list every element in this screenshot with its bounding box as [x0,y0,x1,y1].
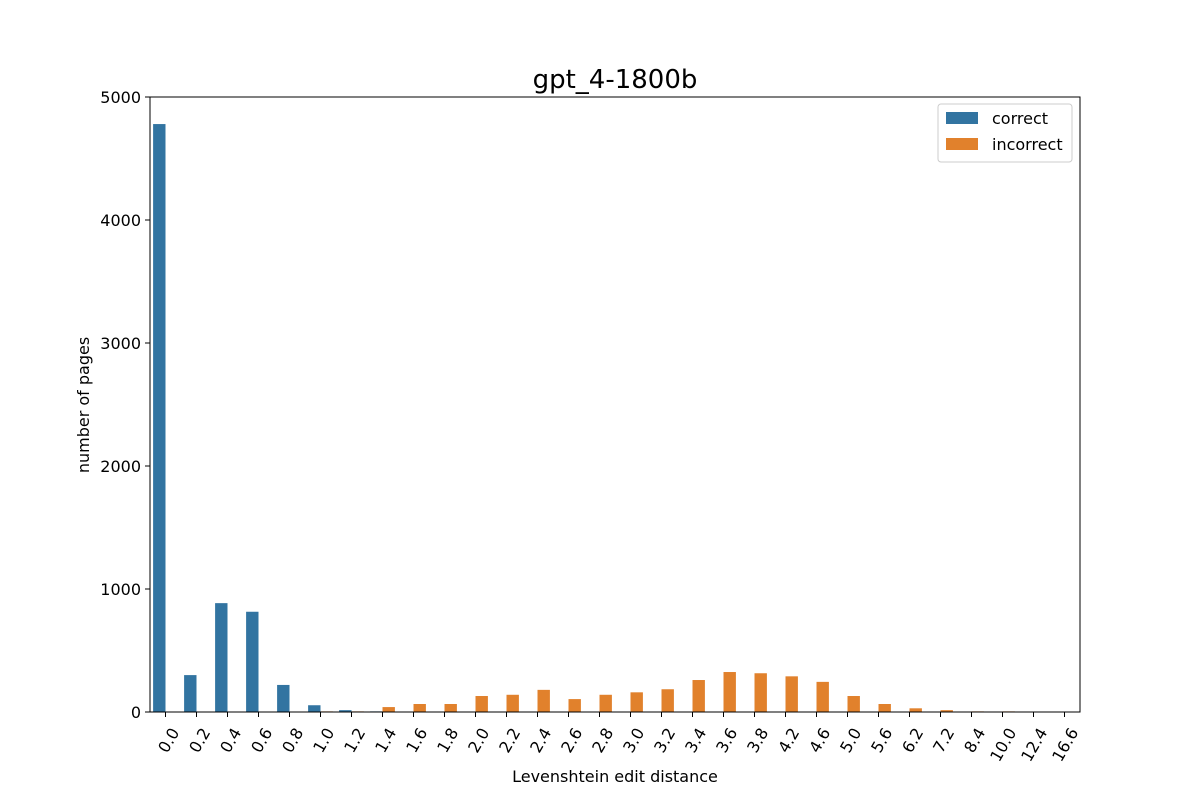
chart-title: gpt_4-1800b [533,65,698,95]
bar-incorrect-2-6 [568,699,581,712]
bar-incorrect-1-8 [444,704,457,712]
legend: correct incorrect [937,103,1073,163]
bar-incorrect-1-6 [413,704,426,712]
bars-group [153,124,1015,712]
x-tick-label: 3.4 [681,725,710,757]
x-tick-label: 8.4 [960,725,989,757]
legend-label-correct: correct [992,109,1048,128]
x-tick-label: 1.0 [309,725,338,757]
y-axis: 0 1000 2000 3000 4000 5000 [100,88,150,722]
y-tick-label: 1000 [100,580,141,599]
x-tick-label: 2.8 [588,725,617,757]
x-tick-label: 7.2 [929,725,958,757]
x-tick-label: 3.2 [650,725,679,757]
bar-incorrect-1-4 [382,707,395,712]
x-axis-label: Levenshtein edit distance [512,767,718,786]
x-tick-label: 0.8 [278,725,307,757]
x-tick-label: 12.4 [1017,725,1051,765]
legend-swatch-incorrect [946,138,978,150]
bar-incorrect-3-6 [723,672,736,712]
x-tick-label: 10.0 [986,725,1020,765]
x-tick-label: 16.6 [1048,725,1082,765]
bar-correct-0-0 [153,124,166,712]
bar-incorrect-3-8 [754,673,767,712]
bar-incorrect-4-6 [816,681,829,712]
x-tick-label: 0.2 [185,725,214,757]
x-tick-label: 0.4 [216,725,245,757]
bar-correct-1-2 [339,710,352,712]
y-tick-label: 5000 [100,88,141,107]
x-tick-label: 6.2 [898,725,927,757]
y-tick-label: 0 [131,703,141,722]
bar-incorrect-4-2 [785,676,798,712]
x-tick-label: 1.2 [340,725,369,757]
y-tick-label: 2000 [100,457,141,476]
bar-incorrect-3-2 [661,689,674,712]
bar-correct-0-6 [246,611,259,712]
y-tick-label: 4000 [100,211,141,230]
x-tick-label: 2.6 [557,725,586,757]
bar-incorrect-3-0 [630,692,643,712]
x-tick-label: 1.4 [371,725,400,757]
legend-swatch-correct [946,112,978,124]
bar-correct-0-4 [215,603,228,712]
x-tick-label: 0.6 [247,725,276,757]
bar-incorrect-3-4 [692,680,705,712]
bar-correct-1-0 [308,705,321,712]
x-tick-label: 3.8 [743,725,772,757]
x-tick-label: 3.6 [712,725,741,757]
x-axis: 0.0 0.2 0.4 0.6 0.8 1.0 1.2 1.4 1.6 1.8 2.0 2.2 2.4 2… [154,712,1082,765]
x-tick-label: 5.6 [867,725,896,757]
x-tick-label: 2.2 [495,725,524,757]
x-tick-label: 2.4 [526,725,555,757]
bar-correct-0-8 [277,684,290,712]
y-tick-label: 3000 [100,334,141,353]
bar-correct-0-2 [184,675,197,712]
x-tick-label: 1.6 [402,725,431,757]
plot-frame [149,96,1081,713]
x-tick-label: 4.2 [774,725,803,757]
legend-label-incorrect: incorrect [992,135,1063,154]
bar-incorrect-2-8 [599,694,612,712]
y-axis-label: number of pages [74,337,93,473]
x-tick-label: 2.0 [464,725,493,757]
x-tick-label: 3.0 [619,725,648,757]
bar-incorrect-5-6 [878,704,891,712]
x-tick-label: 0.0 [154,725,183,757]
bar-incorrect-6-2 [909,708,922,712]
x-tick-label: 5.0 [836,725,865,757]
bar-incorrect-7-2 [940,710,953,712]
bar-incorrect-5-0 [847,696,860,712]
x-tick-label: 1.8 [433,725,462,757]
x-tick-label: 4.6 [805,725,834,757]
bar-incorrect-2-4 [537,689,550,712]
bar-incorrect-2-2 [506,694,519,712]
bar-incorrect-2-0 [475,696,488,712]
